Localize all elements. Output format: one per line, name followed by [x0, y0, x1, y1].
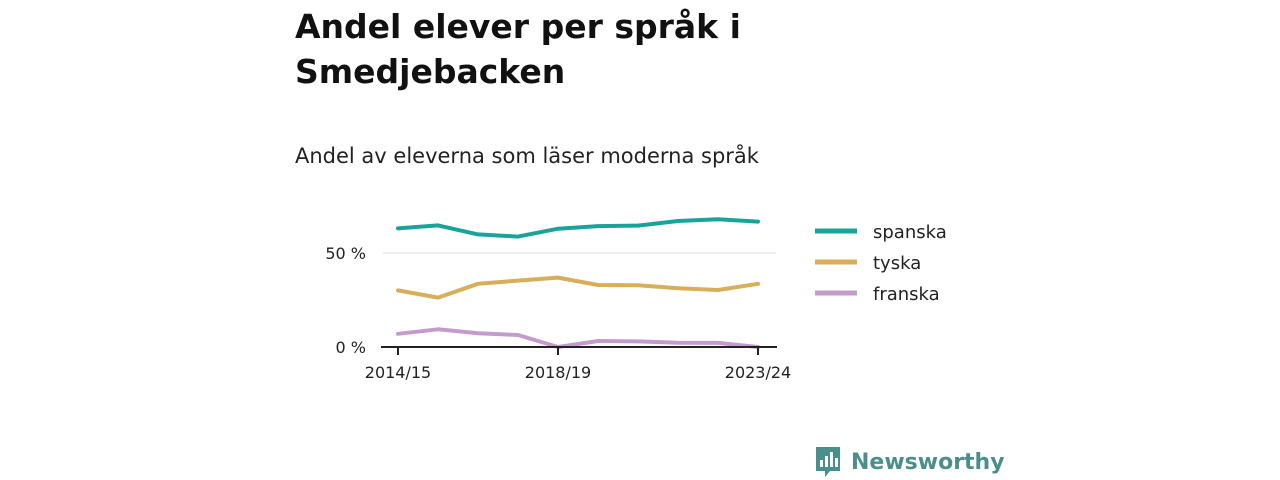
x-tick-label: 2023/24 — [725, 363, 791, 382]
y-tick-label: 50 % — [325, 244, 366, 263]
newsworthy-logo: Newsworthy — [814, 444, 1005, 480]
series-line-tyska — [396, 275, 760, 300]
axes: 0 % 50 % 2014/15 2018/19 2023/24 — [325, 244, 791, 382]
bar-chart-logo-icon — [816, 447, 840, 477]
series-lines — [396, 217, 760, 349]
legend: spanska tyska franska — [815, 222, 947, 305]
y-tick-label: 0 % — [336, 338, 366, 357]
chart-subtitle: Andel av eleverna som läser moderna språ… — [295, 144, 759, 168]
brand-name: Newsworthy — [851, 449, 1005, 475]
legend-label-spanska: spanska — [873, 222, 947, 243]
x-tick-label: 2014/15 — [365, 363, 431, 382]
legend-label-tyska: tyska — [873, 253, 921, 274]
chart-title: Andel elever per språk i Smedjebacken — [295, 7, 741, 91]
series-line-spanska — [396, 217, 760, 239]
legend-label-franska: franska — [873, 284, 940, 305]
x-tick-label: 2018/19 — [525, 363, 591, 382]
series-line-franska — [396, 327, 760, 349]
